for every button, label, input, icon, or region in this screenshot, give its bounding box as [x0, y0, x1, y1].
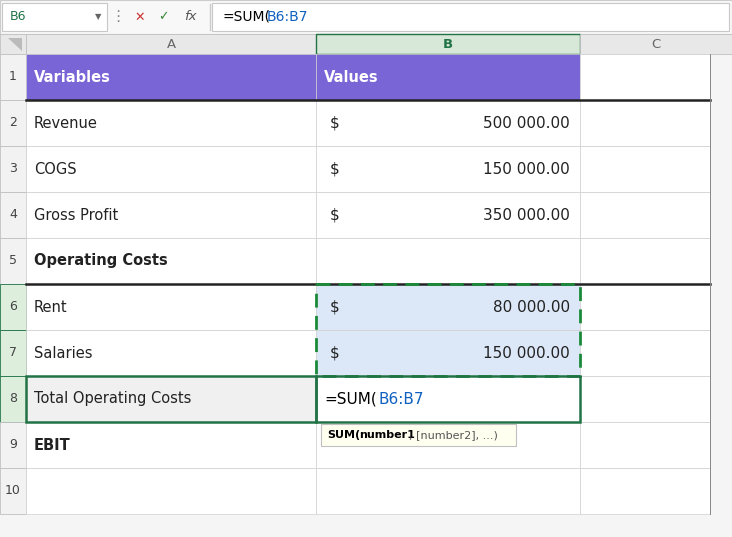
Bar	[580, 376, 710, 422]
Bar	[580, 468, 710, 514]
Text: 3: 3	[9, 163, 17, 176]
Bar	[316, 54, 580, 100]
Text: 150 000.00: 150 000.00	[483, 162, 570, 177]
Bar	[26, 146, 316, 192]
Text: $: $	[330, 345, 340, 360]
Bar	[580, 146, 710, 192]
Bar	[580, 54, 710, 100]
Text: EBIT: EBIT	[34, 438, 71, 453]
Text: Salaries: Salaries	[34, 345, 92, 360]
Text: C: C	[651, 38, 660, 50]
Bar	[316, 422, 580, 468]
Text: Gross Profit: Gross Profit	[34, 207, 119, 222]
Bar	[321, 424, 516, 446]
Text: Total Operating Costs: Total Operating Costs	[34, 391, 191, 407]
Text: SUM(: SUM(	[327, 430, 360, 440]
Text: COGS: COGS	[34, 162, 77, 177]
Text: ⋮: ⋮	[111, 10, 126, 25]
Bar	[0, 34, 26, 54]
Bar	[316, 238, 580, 284]
Bar	[0, 422, 26, 468]
Bar	[0, 284, 26, 330]
Bar	[316, 284, 580, 376]
Text: $: $	[330, 162, 340, 177]
Text: Rent: Rent	[34, 300, 67, 315]
Bar	[0, 146, 26, 192]
Text: 9: 9	[9, 439, 17, 452]
Bar	[26, 238, 316, 284]
Text: 150 000.00: 150 000.00	[483, 345, 570, 360]
Text: 1: 1	[9, 70, 17, 83]
Text: Values: Values	[324, 69, 378, 84]
Text: A: A	[166, 38, 176, 50]
Text: fx: fx	[184, 11, 196, 24]
Bar	[26, 54, 316, 100]
Text: B6:B7: B6:B7	[267, 10, 308, 24]
Text: 350 000.00: 350 000.00	[483, 207, 570, 222]
Bar	[316, 192, 580, 238]
Bar	[0, 0, 732, 34]
Bar	[316, 330, 580, 376]
Bar	[580, 238, 710, 284]
Text: 8: 8	[9, 393, 17, 405]
Text: 6: 6	[9, 301, 17, 314]
Bar	[580, 284, 710, 330]
Text: $: $	[330, 300, 340, 315]
Bar	[26, 100, 316, 146]
Text: number1: number1	[359, 430, 415, 440]
Bar	[316, 146, 580, 192]
Text: B6:B7: B6:B7	[378, 391, 424, 407]
Bar	[26, 422, 316, 468]
Text: Variables: Variables	[34, 69, 111, 84]
Bar	[0, 238, 26, 284]
Text: 2: 2	[9, 117, 17, 129]
Text: =SUM(: =SUM(	[324, 391, 377, 407]
Bar	[580, 192, 710, 238]
Text: B6: B6	[10, 11, 26, 24]
Text: ✕: ✕	[135, 11, 145, 24]
Text: 80 000.00: 80 000.00	[493, 300, 570, 315]
Bar	[316, 284, 580, 330]
Text: B: B	[443, 38, 453, 50]
Bar	[316, 468, 580, 514]
Bar	[0, 330, 26, 376]
Bar	[316, 100, 580, 146]
Polygon shape	[8, 38, 22, 51]
Bar	[580, 34, 732, 54]
Text: Operating Costs: Operating Costs	[34, 253, 168, 268]
Bar	[26, 376, 316, 422]
Text: $: $	[330, 115, 340, 130]
Bar	[26, 376, 316, 422]
Text: 5: 5	[9, 255, 17, 267]
Bar	[316, 376, 580, 422]
Text: 10: 10	[5, 484, 21, 497]
Bar	[580, 100, 710, 146]
Bar	[26, 330, 316, 376]
Text: 500 000.00: 500 000.00	[483, 115, 570, 130]
Text: =SUM(: =SUM(	[222, 10, 270, 24]
Text: , [number2], ...): , [number2], ...)	[409, 430, 498, 440]
Text: 7: 7	[9, 346, 17, 359]
Bar	[2, 3, 107, 31]
Bar	[0, 468, 26, 514]
Bar	[316, 376, 580, 422]
Bar	[316, 34, 580, 54]
Bar	[26, 468, 316, 514]
Bar	[0, 54, 26, 100]
Bar	[212, 3, 729, 31]
Bar	[580, 330, 710, 376]
Bar	[26, 34, 316, 54]
Text: 4: 4	[9, 208, 17, 221]
Bar	[26, 284, 316, 330]
Bar	[0, 192, 26, 238]
Bar	[0, 376, 26, 422]
Bar	[580, 422, 710, 468]
Text: ✓: ✓	[158, 11, 168, 24]
Text: ▼: ▼	[94, 12, 101, 21]
Bar	[0, 100, 26, 146]
Bar	[26, 192, 316, 238]
Text: $: $	[330, 207, 340, 222]
Text: Revenue: Revenue	[34, 115, 98, 130]
